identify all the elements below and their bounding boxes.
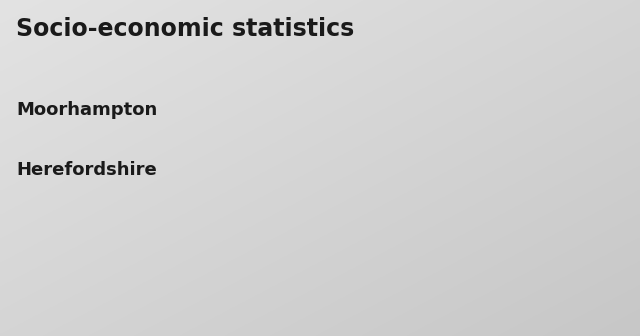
Polygon shape <box>380 58 419 66</box>
Polygon shape <box>445 162 456 273</box>
Polygon shape <box>246 265 541 273</box>
Polygon shape <box>251 210 262 273</box>
Polygon shape <box>445 170 472 273</box>
Polygon shape <box>380 58 391 273</box>
Polygon shape <box>445 162 483 170</box>
Polygon shape <box>316 149 343 273</box>
Text: UNEMPLOYMENT: UNEMPLOYMENT <box>388 140 399 232</box>
Polygon shape <box>326 265 371 270</box>
Text: EDUCATION: EDUCATION <box>324 190 334 253</box>
Text: Socio-economic statistics: Socio-economic statistics <box>16 17 355 41</box>
Polygon shape <box>316 141 326 273</box>
Text: Herefordshire: Herefordshire <box>16 161 157 179</box>
Polygon shape <box>262 265 307 270</box>
Polygon shape <box>391 265 436 270</box>
Text: Moorhampton: Moorhampton <box>16 101 157 119</box>
Polygon shape <box>456 265 500 270</box>
Text: HOUSING: HOUSING <box>260 224 270 275</box>
Polygon shape <box>380 66 408 273</box>
Polygon shape <box>316 141 354 149</box>
Polygon shape <box>251 217 278 273</box>
Polygon shape <box>251 210 289 217</box>
Text: IMMIGRATION: IMMIGRATION <box>453 192 463 267</box>
